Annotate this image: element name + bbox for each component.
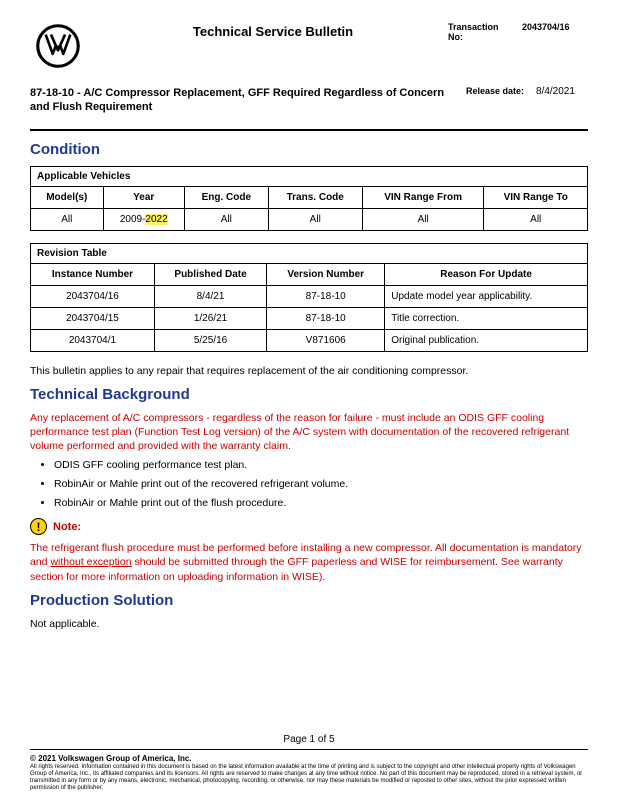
- cell-trans: All: [268, 208, 362, 230]
- release-date: 8/4/2021: [536, 86, 588, 115]
- cell-ver: 87-18-10: [267, 307, 385, 329]
- applicable-caption: Applicable Vehicles: [31, 166, 588, 186]
- divider: [30, 129, 588, 131]
- col-pub: Published Date: [154, 263, 266, 285]
- note-label: Note:: [53, 521, 81, 533]
- list-item: RobinAir or Mahle print out of the recov…: [54, 478, 588, 492]
- cell-inst: 2043704/15: [31, 307, 155, 329]
- table-row: 2043704/1 5/25/16 V871606 Original publi…: [31, 329, 588, 351]
- year-highlight: 2022: [145, 214, 167, 225]
- copyright: © 2021 Volkswagen Group of America, Inc.: [30, 754, 588, 763]
- table-header-row: Instance Number Published Date Version N…: [31, 263, 588, 285]
- table-row: 2043704/16 8/4/21 87-18-10 Update model …: [31, 285, 588, 307]
- section-condition: Condition: [30, 141, 588, 158]
- title-row: 87-18-10 - A/C Compressor Replacement, G…: [30, 86, 588, 115]
- table-row: 2043704/15 1/26/21 87-18-10 Title correc…: [31, 307, 588, 329]
- applicable-vehicles-table: Applicable Vehicles Model(s) Year Eng. C…: [30, 166, 588, 231]
- footer-divider: [30, 749, 588, 750]
- table-header-row: Model(s) Year Eng. Code Trans. Code VIN …: [31, 186, 588, 208]
- transaction-number: 2043704/16: [522, 22, 570, 42]
- release-date-label: Release date:: [466, 86, 536, 115]
- section-prod-sol: Production Solution: [30, 592, 588, 609]
- note-header: ! Note:: [30, 518, 588, 535]
- note-text: The refrigerant flush procedure must be …: [30, 541, 588, 584]
- doc-type-title: Technical Service Bulletin: [98, 18, 448, 39]
- page-number: Page 1 of 5: [30, 734, 588, 745]
- cell-pub: 1/26/21: [154, 307, 266, 329]
- cell-vin-to: All: [484, 208, 588, 230]
- footer: Page 1 of 5 © 2021 Volkswagen Group of A…: [30, 734, 588, 792]
- list-item: RobinAir or Mahle print out of the flush…: [54, 497, 588, 511]
- cell-pub: 5/25/16: [154, 329, 266, 351]
- legal-text: All rights reserved. Information contain…: [30, 764, 588, 792]
- cell-vin-from: All: [362, 208, 484, 230]
- note-underline: without exception: [50, 556, 131, 568]
- cell-reason: Original publication.: [385, 329, 588, 351]
- revision-caption: Revision Table: [31, 243, 588, 263]
- prod-sol-text: Not applicable.: [30, 617, 588, 631]
- section-tech-bg: Technical Background: [30, 386, 588, 403]
- col-year: Year: [103, 186, 185, 208]
- cell-reason: Update model year applicability.: [385, 285, 588, 307]
- col-instance: Instance Number: [31, 263, 155, 285]
- col-eng: Eng. Code: [185, 186, 269, 208]
- header: Technical Service Bulletin Transaction N…: [30, 18, 588, 74]
- cell-inst: 2043704/1: [31, 329, 155, 351]
- revision-table: Revision Table Instance Number Published…: [30, 243, 588, 352]
- bullet-list: ODIS GFF cooling performance test plan. …: [54, 459, 588, 510]
- transaction-block: Transaction No: 2043704/16: [448, 18, 588, 42]
- year-prefix: 2009-: [120, 214, 146, 225]
- vw-logo-icon: [36, 24, 80, 68]
- col-ver: Version Number: [267, 263, 385, 285]
- col-model: Model(s): [31, 186, 104, 208]
- applies-paragraph: This bulletin applies to any repair that…: [30, 364, 588, 378]
- tech-intro: Any replacement of A/C compressors - reg…: [30, 411, 588, 454]
- cell-year: 2009-2022: [103, 208, 185, 230]
- cell-pub: 8/4/21: [154, 285, 266, 307]
- cell-ver: 87-18-10: [267, 285, 385, 307]
- cell-inst: 2043704/16: [31, 285, 155, 307]
- bulletin-title: 87-18-10 - A/C Compressor Replacement, G…: [30, 86, 466, 115]
- cell-ver: V871606: [267, 329, 385, 351]
- warning-icon: !: [30, 518, 47, 535]
- col-vin-from: VIN Range From: [362, 186, 484, 208]
- cell-model: All: [31, 208, 104, 230]
- table-row: All 2009-2022 All All All All: [31, 208, 588, 230]
- col-reason: Reason For Update: [385, 263, 588, 285]
- vw-logo: [30, 18, 86, 74]
- transaction-label: Transaction No:: [448, 22, 504, 42]
- cell-eng: All: [185, 208, 269, 230]
- col-trans: Trans. Code: [268, 186, 362, 208]
- cell-reason: Title correction.: [385, 307, 588, 329]
- col-vin-to: VIN Range To: [484, 186, 588, 208]
- list-item: ODIS GFF cooling performance test plan.: [54, 459, 588, 473]
